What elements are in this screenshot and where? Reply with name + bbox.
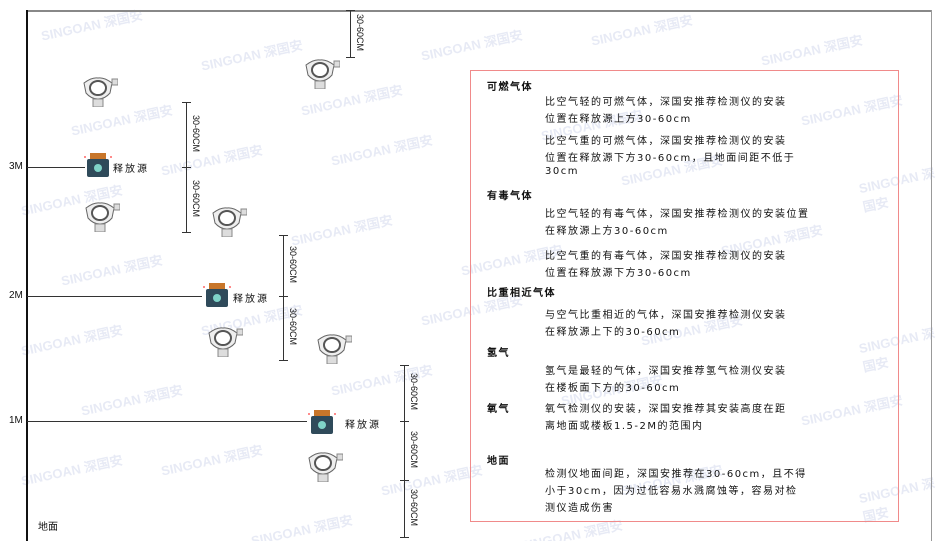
dimension-tick bbox=[182, 167, 191, 168]
gas-detector-icon bbox=[207, 205, 248, 241]
section-text-line: 比空气轻的可燃气体，深国安推荐检测仪的安装 bbox=[545, 97, 787, 108]
section-text-line: 氧气检测仪的安装，深国安推荐其安装高度在距 bbox=[545, 404, 787, 415]
section-text-line: 比空气重的有毒气体，深国安推荐检测仪的安装 bbox=[545, 251, 787, 262]
watermark: SINGOAN 深国安 bbox=[19, 322, 124, 359]
level-line-1m bbox=[27, 421, 307, 422]
dimension-label: 30-60CM bbox=[288, 308, 298, 346]
watermark: SINGOAN 深国安 bbox=[199, 37, 304, 74]
gas-detector-icon bbox=[78, 75, 119, 111]
dimension-line bbox=[350, 10, 351, 57]
dimension-label: 30-60CM bbox=[409, 430, 419, 468]
dimension-label: 30-60CM bbox=[409, 488, 419, 526]
section-text-line: 比空气轻的有毒气体，深国安推荐检测仪的安装位置 bbox=[545, 209, 810, 220]
section-text-line: 测仪造成伤害 bbox=[545, 503, 614, 514]
dimension-label: 30-60CM bbox=[191, 179, 201, 217]
dimension-tick bbox=[346, 10, 355, 11]
level-label-2m: 2M bbox=[9, 290, 23, 301]
watermark: SINGOAN 深国安 bbox=[419, 27, 524, 64]
section-text-line: 比空气重的可燃气体，深国安推荐检测仪的安装 bbox=[545, 136, 787, 147]
watermark: SINGOAN 深国安 bbox=[249, 512, 354, 541]
level-label-1m: 1M bbox=[9, 415, 23, 426]
level-label-3m: 3M bbox=[9, 161, 23, 172]
section-text-line: 检测仪地面间距，深国安推荐在30-60cm，且不得 bbox=[545, 469, 807, 480]
height-axis bbox=[26, 10, 28, 541]
watermark: SINGOAN 深国安 bbox=[589, 12, 694, 49]
section-text-line: 在楼板面下方的30-60cm bbox=[545, 383, 681, 394]
section-text-line: 30cm bbox=[545, 166, 579, 177]
release-source-label: 释放源 bbox=[233, 294, 269, 305]
section-title: 氧气 bbox=[487, 404, 510, 415]
level-line-2m bbox=[27, 296, 202, 297]
section-text-line: 离地面或楼板1.5-2M的范围内 bbox=[545, 421, 704, 432]
section-title: 比重相近气体 bbox=[487, 288, 556, 299]
dimension-line bbox=[186, 167, 187, 232]
watermark: SINGOAN 深国安 bbox=[759, 32, 864, 69]
dimension-line bbox=[283, 296, 284, 360]
dimension-tick bbox=[279, 360, 288, 361]
dimension-tick bbox=[279, 296, 288, 297]
gas-detector-icon bbox=[80, 200, 121, 236]
section-text-line: 在释放源上下的30-60cm bbox=[545, 327, 681, 338]
dimension-line bbox=[404, 421, 405, 480]
release-source-icon bbox=[308, 410, 336, 438]
dimension-label: 30-60CM bbox=[409, 373, 419, 411]
section-text-line: 位置在释放源下方30-60cm，且地面间距不低于 bbox=[545, 153, 796, 164]
gas-detector-icon bbox=[300, 57, 341, 93]
section-text-line: 与空气比重相近的气体，深国安推荐检测仪安装 bbox=[545, 310, 787, 321]
watermark: SINGOAN 深国安 bbox=[329, 132, 434, 169]
watermark: SINGOAN 深国安 bbox=[159, 142, 264, 179]
dimension-tick bbox=[400, 537, 409, 538]
installation-guidelines-panel bbox=[470, 70, 899, 522]
dimension-tick bbox=[182, 232, 191, 233]
dimension-tick bbox=[400, 421, 409, 422]
dimension-tick bbox=[400, 480, 409, 481]
watermark: SINGOAN 深国安 bbox=[19, 452, 124, 489]
watermark: SINGOAN 深国安 bbox=[59, 252, 164, 289]
dimension-line bbox=[186, 102, 187, 167]
section-title: 可燃气体 bbox=[487, 82, 533, 93]
gas-detector-icon bbox=[303, 450, 344, 486]
section-text-line: 在释放源上方30-60cm bbox=[545, 226, 669, 237]
section-text-line: 小于30cm，因为过低容易水溅腐蚀等，容易对检 bbox=[545, 486, 798, 497]
section-text-line: 位置在释放源上方30-60cm bbox=[545, 114, 692, 125]
section-title: 地面 bbox=[487, 456, 510, 467]
release-source-icon bbox=[203, 283, 231, 311]
watermark: SINGOAN 深国安 bbox=[379, 462, 484, 499]
watermark: SINGOAN 深国安 bbox=[159, 442, 264, 479]
dimension-tick bbox=[400, 365, 409, 366]
section-title: 氢气 bbox=[487, 348, 510, 359]
gas-detector-icon bbox=[312, 332, 353, 368]
dimension-tick bbox=[182, 102, 191, 103]
dimension-label: 30-60CM bbox=[288, 245, 298, 283]
level-line-3m bbox=[27, 167, 85, 168]
release-source-label: 释放源 bbox=[345, 420, 381, 431]
dimension-tick bbox=[279, 235, 288, 236]
section-text-line: 氢气是最轻的气体，深国安推荐氢气检测仪安装 bbox=[545, 366, 787, 377]
watermark: SINGOAN 深国安 bbox=[289, 212, 394, 249]
watermark: SINGOAN 深国安 bbox=[79, 382, 184, 419]
dimension-tick bbox=[346, 57, 355, 58]
gas-detector-icon bbox=[203, 325, 244, 361]
ceiling-line bbox=[27, 10, 932, 12]
dimension-line bbox=[404, 365, 405, 421]
right-border bbox=[931, 10, 932, 541]
dimension-label: 30-60CM bbox=[355, 13, 365, 51]
section-text-line: 位置在释放源下方30-60cm bbox=[545, 268, 692, 279]
release-source-label: 释放源 bbox=[113, 164, 149, 175]
dimension-line bbox=[283, 235, 284, 296]
ground-label: 地面 bbox=[38, 522, 58, 533]
dimension-line bbox=[404, 480, 405, 537]
release-source-icon bbox=[84, 153, 112, 181]
section-title: 有毒气体 bbox=[487, 191, 533, 202]
dimension-label: 30-60CM bbox=[191, 114, 201, 152]
